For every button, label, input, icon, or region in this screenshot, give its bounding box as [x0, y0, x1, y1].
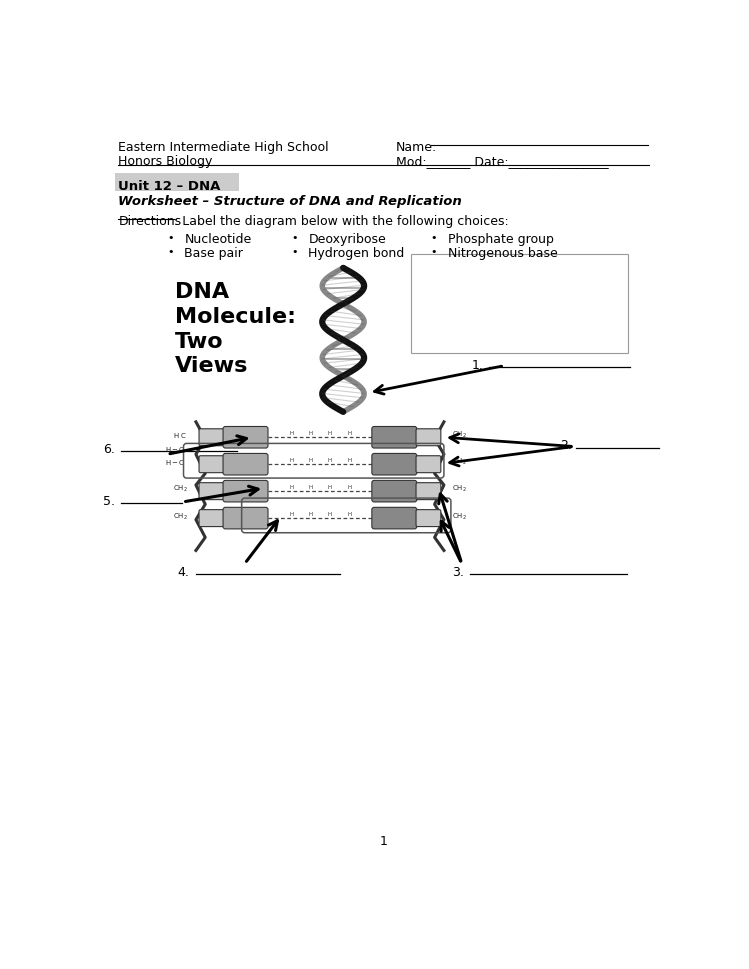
FancyBboxPatch shape	[372, 508, 416, 529]
Text: 1.: 1.	[472, 359, 484, 371]
Text: : Label the diagram below with the following choices:: : Label the diagram below with the follo…	[175, 215, 509, 228]
Text: Unit 12 – DNA: Unit 12 – DNA	[118, 179, 221, 192]
FancyBboxPatch shape	[223, 508, 268, 529]
Text: $\mathsf{CH_2}$: $\mathsf{CH_2}$	[452, 456, 467, 467]
Text: Eastern Intermediate High School: Eastern Intermediate High School	[118, 141, 329, 154]
Text: $\mathsf{H\ C}$: $\mathsf{H\ C}$	[174, 430, 187, 439]
Text: $\mathsf{CH_2}$: $\mathsf{CH_2}$	[452, 512, 467, 521]
Text: Hydrogen bond: Hydrogen bond	[309, 247, 404, 260]
Text: H: H	[309, 457, 312, 462]
Text: H: H	[309, 484, 312, 489]
Text: Honors Biology: Honors Biology	[118, 155, 213, 168]
Text: H: H	[289, 430, 294, 435]
FancyBboxPatch shape	[416, 510, 441, 527]
Text: H: H	[328, 457, 332, 462]
FancyBboxPatch shape	[199, 484, 224, 500]
Text: Base pair: Base pair	[184, 247, 243, 260]
Text: 4.: 4.	[178, 565, 189, 578]
FancyBboxPatch shape	[223, 481, 268, 502]
FancyBboxPatch shape	[199, 510, 224, 527]
Text: DNA
Molecule:
Two
Views: DNA Molecule: Two Views	[175, 282, 296, 376]
FancyBboxPatch shape	[223, 453, 268, 476]
Text: H: H	[348, 512, 351, 516]
Text: H: H	[289, 484, 294, 489]
Text: Nitrogenous base: Nitrogenous base	[448, 247, 557, 260]
FancyBboxPatch shape	[372, 453, 416, 476]
Text: •: •	[431, 234, 437, 243]
Text: Name:: Name:	[396, 141, 437, 154]
Text: •: •	[291, 234, 298, 243]
Text: H: H	[348, 457, 351, 462]
Text: 1: 1	[380, 834, 388, 847]
Text: Mod:_______ Date:________________: Mod:_______ Date:________________	[396, 155, 608, 168]
Text: 3.: 3.	[452, 565, 464, 578]
FancyBboxPatch shape	[115, 174, 240, 192]
FancyBboxPatch shape	[416, 456, 441, 473]
FancyBboxPatch shape	[199, 429, 224, 447]
FancyBboxPatch shape	[199, 456, 224, 473]
FancyBboxPatch shape	[372, 481, 416, 502]
Text: H: H	[328, 430, 332, 435]
Text: Directions: Directions	[118, 215, 181, 228]
Text: $\mathsf{H-C}$: $\mathsf{H-C}$	[165, 444, 185, 453]
Text: Deoxyribose: Deoxyribose	[309, 234, 386, 246]
Text: •: •	[167, 234, 174, 243]
FancyBboxPatch shape	[223, 427, 268, 449]
Text: •: •	[431, 247, 437, 257]
Bar	[411, 255, 628, 353]
Text: $\mathsf{CH_2}$: $\mathsf{CH_2}$	[173, 512, 188, 521]
Text: H: H	[348, 430, 351, 435]
Text: $\mathsf{H-C}$: $\mathsf{H-C}$	[165, 457, 185, 466]
Text: Phosphate group: Phosphate group	[448, 234, 554, 246]
FancyBboxPatch shape	[416, 429, 441, 447]
Text: H: H	[309, 430, 312, 435]
Text: H: H	[309, 512, 312, 516]
Text: H: H	[289, 512, 294, 516]
Text: •: •	[291, 247, 298, 257]
Text: 5.: 5.	[103, 494, 115, 508]
FancyBboxPatch shape	[372, 427, 416, 449]
Text: Worksheet – Structure of DNA and Replication: Worksheet – Structure of DNA and Replica…	[118, 195, 462, 207]
Text: $\mathsf{CH_2}$: $\mathsf{CH_2}$	[452, 484, 467, 493]
Text: H: H	[328, 484, 332, 489]
Text: Nucleotide: Nucleotide	[184, 234, 252, 246]
Text: 2.: 2.	[560, 439, 572, 452]
Text: H: H	[328, 512, 332, 516]
Text: $\mathsf{CH_2}$: $\mathsf{CH_2}$	[173, 484, 188, 493]
Text: $\mathsf{CH_2}$: $\mathsf{CH_2}$	[452, 429, 467, 440]
FancyBboxPatch shape	[416, 484, 441, 500]
Text: 6.: 6.	[103, 442, 115, 455]
Text: H: H	[348, 484, 351, 489]
Text: H: H	[289, 457, 294, 462]
Text: •: •	[167, 247, 174, 257]
